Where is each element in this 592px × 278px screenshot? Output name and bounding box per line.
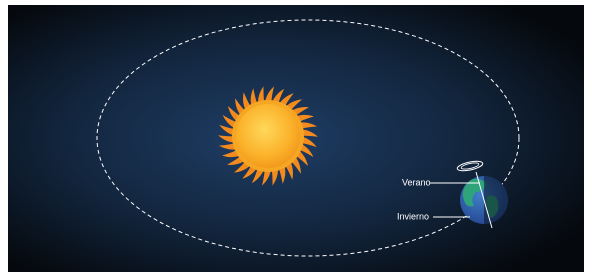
summer-label: Verano xyxy=(402,177,431,187)
winter-label: Invierno xyxy=(397,211,429,221)
diagram: Verano Invierno xyxy=(0,0,592,278)
page: Verano Invierno (() => { const data = JS… xyxy=(0,0,592,278)
sun-core xyxy=(236,104,300,168)
